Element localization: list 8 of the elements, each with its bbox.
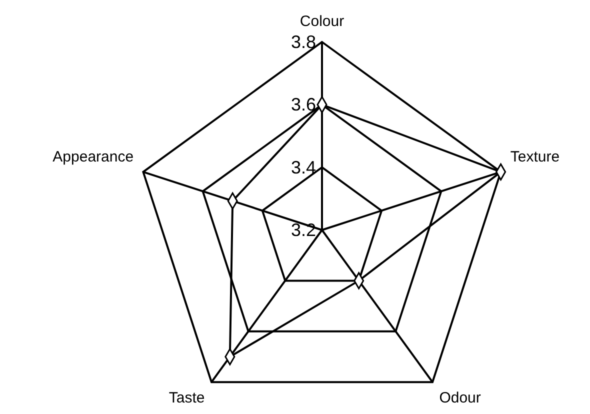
y-tick-label: 3.8 [290, 32, 316, 52]
spoke-label: Texture [510, 148, 560, 166]
spoke-label: Appearance [52, 148, 134, 166]
y-tick-label: 3.6 [290, 94, 316, 115]
y-tick-label: 3.4 [290, 157, 316, 178]
spoke-label: Taste [168, 390, 205, 407]
spoke-label: Odour [439, 390, 481, 407]
spoke-label: Colour [300, 13, 344, 30]
